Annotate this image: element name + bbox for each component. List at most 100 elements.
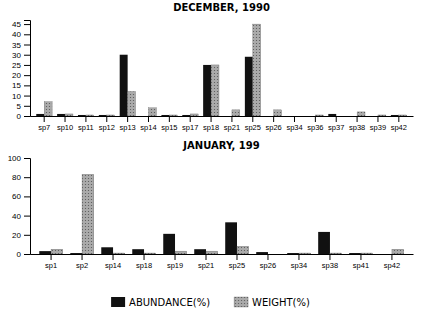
y-tick-mark [24,55,30,56]
bar [163,234,175,254]
y-tick: 100 [8,154,30,163]
bar [203,65,211,116]
y-tick-label: 20 [12,71,21,80]
x-tick-mark [377,116,378,122]
x-axis: sp1sp2sp14sp18sp19sp21sp25sp26sp34sp38sp… [31,254,414,270]
bar [361,253,373,254]
bar [57,114,65,116]
bar [194,249,206,254]
bar [274,110,282,116]
y-tick: 20 [12,231,30,240]
x-tick-mark [148,116,149,122]
y-axis-line [24,159,31,255]
y-axis-line [24,21,31,117]
bar [141,116,149,117]
x-tick-label: sp34 [291,261,307,270]
x-tick: sp25 [245,116,261,132]
x-tick: sp19 [167,254,183,270]
bar-series [44,24,407,116]
y-axis: 020406080100 [8,154,31,259]
x-tick-label: sp38 [349,123,365,132]
bar [392,249,404,254]
y-tick-mark [24,24,30,25]
bar [86,115,94,116]
bar [132,249,144,254]
legend-item: WEIGHT(%) [234,297,310,308]
bar [330,253,342,254]
x-tick-mark [298,254,299,260]
bar [237,246,249,254]
bar [161,115,169,116]
bar [225,222,237,254]
x-tick-label: sp25 [245,123,261,132]
y-tick-label: 30 [12,51,21,60]
x-tick: sp38 [349,116,365,132]
bar [36,114,44,116]
x-tick: sp14 [140,116,156,132]
x-tick-label: sp13 [119,123,135,132]
legend-item: ABUNDANCE(%) [111,297,210,308]
x-tick: sp17 [182,116,198,132]
bar [307,116,315,117]
x-tick-label: sp7 [38,123,50,132]
y-tick-label: 35 [12,41,21,50]
x-tick: sp2 [76,254,88,270]
y-tick: 20 [12,71,30,80]
bar [107,115,115,116]
x-tick-mark [44,116,45,122]
y-tick: 40 [12,212,30,221]
x-tick-mark [127,116,128,122]
bar [268,254,280,255]
x-tick-mark [294,116,295,122]
bar [169,115,177,116]
x-tick-mark [252,116,253,122]
x-tick-mark [175,254,176,260]
y-tick: 40 [12,30,30,39]
legend: ABUNDANCE(%) WEIGHT(%) [111,297,310,308]
x-tick-label: sp21 [198,261,214,270]
x-tick-label: sp38 [322,261,338,270]
bar [206,251,218,254]
x-tick-mark [206,254,207,260]
panel: JANUARY, 199sp1sp2sp14sp18sp19sp21sp25sp… [8,140,414,270]
x-tick-label: sp2 [76,261,88,270]
x-tick-mark [329,254,330,260]
y-tick-label: 0 [17,250,22,259]
bar [232,110,240,116]
x-tick-mark [360,254,361,260]
x-tick-label: sp12 [99,123,115,132]
x-tick: sp41 [353,254,369,270]
bar [378,115,386,116]
y-tick-mark [24,235,30,236]
x-tick: sp42 [391,116,407,132]
y-tick-mark [24,196,30,197]
x-tick: sp7 [38,116,50,132]
bar [315,115,323,116]
bar [287,116,295,117]
x-tick: sp14 [105,254,121,270]
bar [82,174,94,254]
bar [245,57,253,116]
bar-series [51,174,404,254]
y-tick-label: 20 [12,231,21,240]
x-tick-label: sp42 [391,123,407,132]
bar [51,249,63,254]
x-axis: sp7sp10sp11sp12sp13sp14sp15sp17sp18sp21s… [31,116,414,132]
bar [328,114,336,116]
x-tick: sp26 [266,116,282,132]
y-tick: 0 [17,112,30,121]
bar [370,116,378,117]
x-tick: sp13 [119,116,135,132]
y-tick: 60 [12,192,30,201]
x-tick-label: sp10 [57,123,73,132]
y-tick-mark [24,85,30,86]
bar [318,232,330,254]
bar [266,116,274,117]
panel: DECEMBER, 1990sp7sp10sp11sp12sp13sp14sp1… [12,2,413,132]
x-tick-mark [169,116,170,122]
x-tick-label: sp17 [182,123,198,132]
bar [128,91,136,116]
x-tick: sp34 [286,116,302,132]
bar [357,112,365,116]
x-tick-label: sp11 [78,123,94,132]
